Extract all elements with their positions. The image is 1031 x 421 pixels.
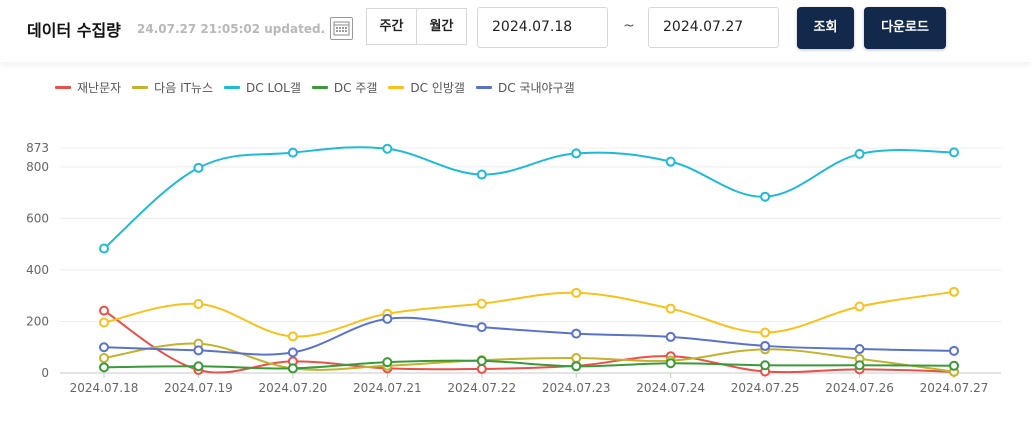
legend-item[interactable]: DC 주갤 — [311, 79, 378, 96]
data-point — [760, 327, 771, 338]
y-tick-label: 0 — [41, 366, 49, 380]
data-point — [287, 147, 298, 158]
data-point — [287, 331, 298, 342]
y-tick-label: 800 — [26, 160, 49, 174]
data-point — [949, 360, 959, 371]
x-tick-label: 2024.07.18 — [70, 381, 139, 395]
data-point — [665, 156, 676, 167]
data-point — [854, 360, 865, 371]
y-tick-label: 400 — [26, 263, 49, 277]
data-point — [382, 143, 393, 154]
end-date-input[interactable]: 2024.07.27 — [648, 7, 779, 48]
data-point — [665, 303, 676, 314]
download-button[interactable]: 다운로드 — [864, 7, 946, 49]
data-point — [571, 287, 582, 298]
x-tick-label: 2024.07.19 — [164, 381, 233, 395]
series-line — [103, 146, 955, 250]
data-point — [854, 344, 865, 355]
data-point — [382, 313, 393, 324]
data-point — [760, 360, 771, 371]
data-point — [665, 358, 676, 369]
data-point — [476, 298, 487, 309]
legend-label: 재난문자 — [77, 81, 122, 95]
data-point — [854, 301, 865, 312]
data-point — [571, 361, 582, 372]
legend-item[interactable]: 재난문자 — [55, 79, 121, 96]
series-line — [103, 290, 955, 338]
date-range-separator: ~ — [623, 18, 635, 34]
y-tick-label: 873 — [26, 141, 49, 155]
series-line — [103, 316, 955, 356]
data-point — [193, 345, 204, 356]
legend-swatch — [388, 86, 405, 89]
data-point — [949, 147, 959, 158]
start-date-input[interactable]: 2024.07.18 — [477, 7, 608, 48]
data-point — [99, 342, 109, 353]
tab-monthly[interactable]: 월간 — [416, 9, 466, 44]
x-tick-label: 2024.07.25 — [731, 381, 800, 395]
data-point — [476, 363, 487, 374]
page-title: 데이터 수집량 — [27, 21, 121, 40]
data-point — [99, 362, 109, 373]
legend-swatch — [132, 86, 149, 89]
data-point — [476, 355, 487, 366]
data-point — [99, 305, 109, 316]
legend-swatch — [311, 86, 328, 89]
search-button[interactable]: 조회 — [797, 7, 854, 49]
x-tick-label: 2024.07.26 — [825, 381, 894, 395]
data-point — [193, 162, 204, 173]
data-point — [571, 353, 582, 364]
y-tick-label: 600 — [26, 211, 49, 225]
x-tick-label: 2024.07.20 — [259, 381, 328, 395]
data-point — [949, 345, 959, 356]
legend-label: DC 인방갤 — [410, 81, 465, 95]
data-point — [382, 357, 393, 368]
header-bar: 데이터 수집량 24.07.27 21:05:02 updated. 주간 월간… — [0, 0, 1031, 62]
data-point — [99, 353, 109, 364]
data-point — [99, 317, 109, 328]
y-tick-label: 200 — [26, 314, 49, 328]
chart-legend: 재난문자 다음 IT뉴스 DC LOL갤 DC 주갤 DC 인방갤 DC 국내야구갤 — [55, 79, 586, 96]
x-tick-label: 2024.07.27 — [920, 381, 989, 395]
legend-swatch — [55, 86, 71, 89]
legend-item[interactable]: DC LOL갤 — [224, 79, 301, 96]
x-tick-label: 2024.07.23 — [542, 381, 611, 395]
series-line — [103, 359, 955, 370]
calendar-icon[interactable] — [330, 17, 353, 40]
data-point — [476, 169, 487, 180]
data-point — [571, 328, 582, 339]
x-tick-label: 2024.07.24 — [636, 381, 705, 395]
data-point — [476, 322, 487, 333]
legend-swatch — [224, 86, 241, 89]
legend-label: DC 국내야구갤 — [497, 81, 575, 95]
data-point — [99, 243, 109, 254]
legend-label: DC LOL갤 — [246, 81, 301, 95]
updated-timestamp: 24.07.27 21:05:02 updated. — [137, 22, 326, 36]
data-point — [193, 361, 204, 372]
legend-item[interactable]: 다음 IT뉴스 — [132, 79, 213, 96]
data-point — [854, 148, 865, 159]
legend-label: 다음 IT뉴스 — [154, 81, 214, 95]
legend-item[interactable]: DC 국내야구갤 — [475, 79, 575, 96]
data-point — [571, 148, 582, 159]
tab-weekly[interactable]: 주간 — [367, 9, 416, 44]
series-line — [103, 309, 955, 374]
legend-item[interactable]: DC 인방갤 — [388, 79, 465, 96]
legend-label: DC 주갤 — [333, 81, 378, 95]
data-point — [287, 363, 298, 374]
x-tick-label: 2024.07.21 — [353, 381, 422, 395]
data-point — [193, 298, 204, 309]
data-point — [665, 331, 676, 342]
data-point — [760, 340, 771, 351]
legend-swatch — [475, 86, 492, 89]
data-point — [949, 286, 959, 297]
x-tick-label: 2024.07.22 — [447, 381, 516, 395]
data-point — [287, 347, 298, 358]
period-toggle: 주간 월간 — [366, 8, 467, 45]
data-point — [760, 191, 771, 202]
